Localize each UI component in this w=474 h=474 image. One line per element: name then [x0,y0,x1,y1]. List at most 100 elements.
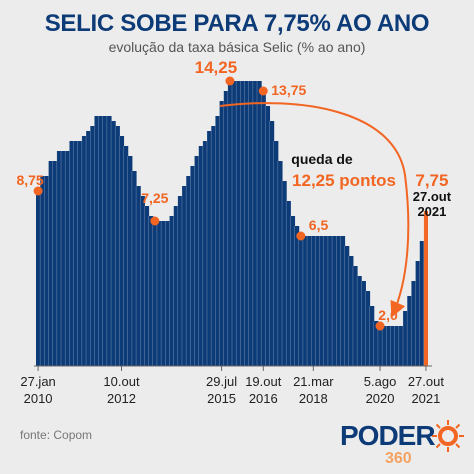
data-point-marker [375,321,385,331]
bar [302,236,308,366]
bar [282,181,287,366]
bar [244,81,250,366]
bar [357,276,362,366]
logo-word: PODER [340,420,436,451]
bar [319,236,325,366]
bar [411,281,416,366]
bar [194,156,200,366]
bar [352,266,358,366]
bar [361,281,366,366]
bar [407,296,412,366]
bar [423,211,428,366]
bar [398,326,404,366]
bar [369,306,375,366]
bar [131,171,137,366]
data-label: 6,5 [309,217,329,233]
bar [123,146,129,366]
bar [177,196,183,366]
bar [181,186,187,366]
bar [415,261,421,366]
logo-number: 360 [385,450,412,467]
bar [52,161,58,366]
bar [81,136,87,366]
bar [186,176,191,366]
bar [419,241,425,366]
bar [232,81,237,366]
bar [65,151,70,366]
bar [365,291,371,366]
bar [327,236,333,366]
bar [173,206,179,366]
bar [336,236,341,366]
bar [48,161,54,366]
bar [332,236,337,366]
bar [215,116,220,366]
chart-subtitle: evolução da taxa básica Selic (% ao ano) [108,39,366,55]
data-point-marker [225,76,235,86]
data-point-marker [258,86,268,96]
x-tick-label: 5.ago [364,374,397,389]
bar [127,156,133,366]
bar [102,116,108,366]
chart-title: SELIC SOBE PARA 7,75% AO ANO [44,10,430,37]
bar [265,106,271,366]
bar [140,196,145,366]
bar [61,151,66,366]
bar [115,126,120,366]
bar [240,81,246,366]
bar [202,141,208,366]
bar [144,206,150,366]
x-tick-label: 27.jan [20,374,55,389]
bar [373,321,379,366]
x-tick-label: 2012 [107,391,136,406]
bar [98,116,104,366]
bar [156,221,162,366]
bar [402,311,408,366]
bar [227,81,233,366]
bar [273,141,279,366]
data-point-marker [150,216,160,226]
bar [340,236,346,366]
drop-arrow [219,102,410,318]
bar [169,216,175,366]
bar [77,141,83,366]
bar [307,236,312,366]
bar [348,256,354,366]
data-label: 14,25 [195,58,238,77]
bar [36,191,41,366]
bar [394,326,400,366]
x-tick-label: 19.out [245,374,282,389]
x-tick-label: 2020 [366,391,395,406]
bar [198,146,204,366]
bar [148,216,154,366]
bar [252,81,258,366]
data-label: 13,75 [271,82,306,98]
bar [248,81,254,366]
bar [73,141,79,366]
bar [269,121,275,366]
bar [94,116,100,366]
bar [152,221,158,366]
bar [219,101,225,366]
bar [165,221,170,366]
bar [298,236,304,366]
bar [257,81,262,366]
bar [311,236,316,366]
data-label: 7,25 [141,190,168,206]
data-label-date: 2021 [417,204,446,219]
bar [323,236,329,366]
bar [44,176,50,366]
bar [277,161,283,366]
drop-annotation-line2: 12,25 pontos [292,171,396,190]
bar [315,236,321,366]
x-tick-label: 2016 [249,391,278,406]
data-point-marker [33,186,43,196]
x-tick-label: 2015 [207,391,236,406]
drop-annotation-line1: queda de [291,151,353,167]
x-tick-label: 10.out [103,374,140,389]
x-tick-label: 29.jul [206,374,237,389]
bar [86,131,91,366]
bar [344,246,350,366]
bar [286,201,291,366]
bar [206,131,212,366]
